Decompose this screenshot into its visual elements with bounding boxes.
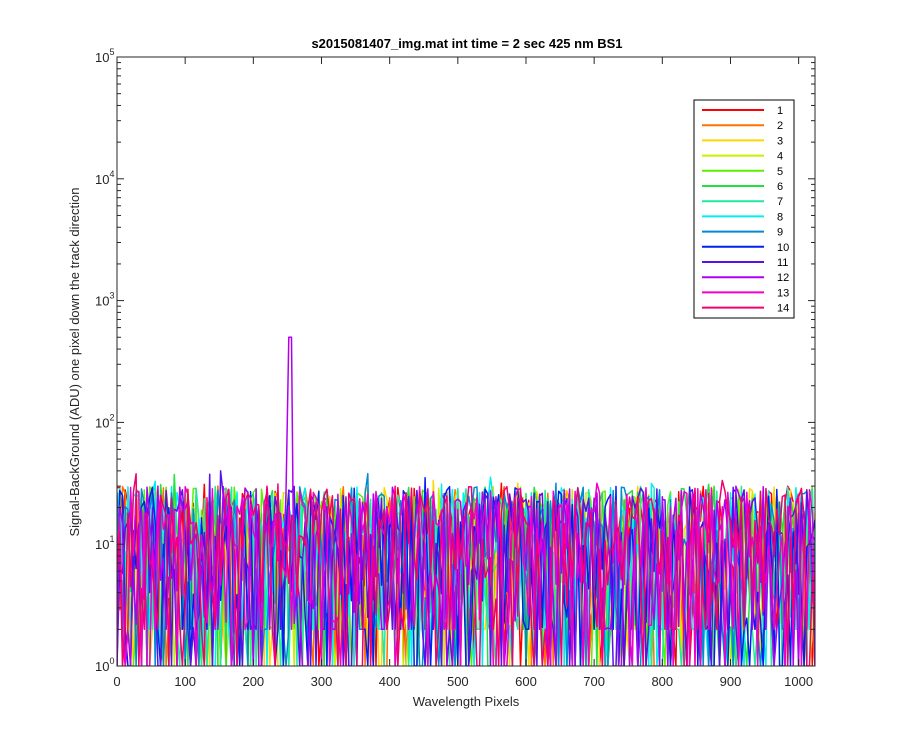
y-tick-exponent: 1 (109, 534, 114, 544)
y-tick-base: 10 (95, 172, 109, 187)
legend-label: 8 (777, 211, 783, 223)
x-tick-label: 1000 (784, 674, 813, 689)
y-tick-label: 105 (95, 47, 114, 65)
y-tick-label: 101 (95, 534, 114, 552)
x-tick-label: 600 (515, 674, 537, 689)
legend-label: 5 (777, 166, 783, 178)
legend-label: 14 (777, 303, 789, 315)
y-tick-base: 10 (95, 294, 109, 309)
y-tick-label: 102 (95, 412, 114, 430)
series-group (117, 336, 815, 666)
x-tick-label: 800 (651, 674, 673, 689)
y-tick-exponent: 5 (109, 47, 114, 57)
chart-title: s2015081407_img.mat int time = 2 sec 425… (311, 36, 622, 51)
x-tick-label: 0 (113, 674, 120, 689)
legend-label: 7 (777, 196, 783, 208)
series-line-13 (117, 482, 815, 666)
y-tick-exponent: 0 (109, 656, 114, 666)
legend-label: 13 (777, 287, 789, 299)
y-tick-label: 100 (95, 656, 114, 674)
x-axis-ticks: 0 100 200 300 400 500 600 700 800 900 1000 (113, 57, 813, 689)
x-tick-label: 200 (242, 674, 264, 689)
x-tick-label: 400 (379, 674, 401, 689)
x-tick-label: 100 (174, 674, 196, 689)
y-tick-base: 10 (95, 659, 109, 674)
legend-label: 10 (777, 242, 789, 254)
y-tick-base: 10 (95, 415, 109, 430)
y-tick-label: 104 (95, 169, 114, 187)
x-tick-label: 300 (311, 674, 333, 689)
y-tick-exponent: 4 (109, 169, 114, 179)
legend-label: 12 (777, 272, 789, 284)
axes-frame (116, 56, 816, 667)
x-tick-label: 700 (583, 674, 605, 689)
y-tick-exponent: 2 (109, 412, 114, 422)
legend-label: 3 (777, 135, 783, 147)
y-tick-base: 10 (95, 50, 109, 65)
y-tick-base: 10 (95, 537, 109, 552)
legend-label: 2 (777, 120, 783, 132)
x-tick-label: 500 (447, 674, 469, 689)
legend-label: 9 (777, 227, 783, 239)
legend-label: 6 (777, 181, 783, 193)
legend-label: 1 (777, 105, 783, 117)
y-tick-label: 103 (95, 291, 114, 309)
legend-label: 4 (777, 151, 783, 163)
x-axis-label: Wavelength Pixels (413, 694, 520, 709)
y-axis-label: Signal-BackGround (ADU) one pixel down t… (67, 187, 82, 536)
series-line-14 (117, 473, 815, 666)
y-tick-exponent: 3 (109, 291, 114, 301)
legend-label: 11 (777, 257, 788, 269)
legend-box (693, 99, 795, 319)
x-tick-label: 900 (720, 674, 742, 689)
